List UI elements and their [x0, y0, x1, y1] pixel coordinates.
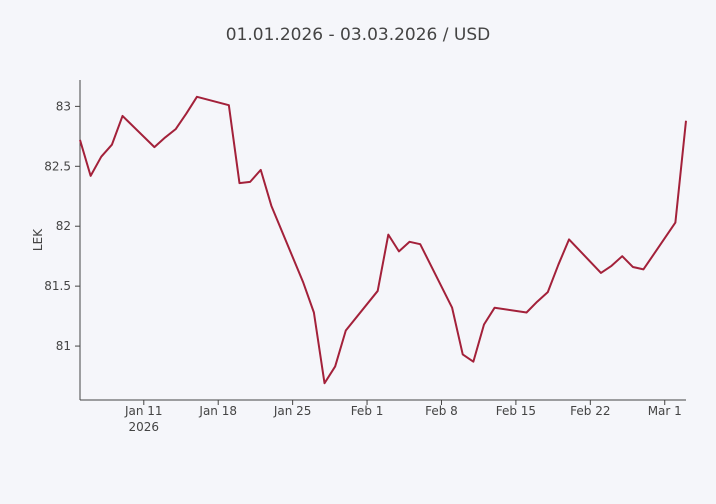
- x-tick-label: Jan 25: [273, 404, 312, 418]
- y-tick-label: 82.5: [44, 159, 71, 173]
- x-tick-label: Jan 11: [124, 404, 163, 418]
- x-tick-label: Feb 1: [351, 404, 384, 418]
- x-tick-label: Feb 8: [425, 404, 458, 418]
- chart-title: 01.01.2026 - 03.03.2026 / USD: [226, 25, 490, 45]
- y-tick-label: 82: [56, 219, 71, 233]
- y-tick-label: 83: [56, 99, 71, 113]
- y-axis-label: LEK: [31, 228, 45, 251]
- x-year-label: 2026: [129, 420, 160, 434]
- x-tick-label: Feb 15: [496, 404, 536, 418]
- y-tick-label: 81.5: [44, 279, 71, 293]
- x-tick-label: Jan 18: [198, 404, 237, 418]
- x-tick-label: Mar 1: [648, 404, 682, 418]
- line-series: [79, 95, 687, 385]
- x-tick-label: Feb 22: [570, 404, 610, 418]
- y-tick-label: 81: [56, 339, 71, 353]
